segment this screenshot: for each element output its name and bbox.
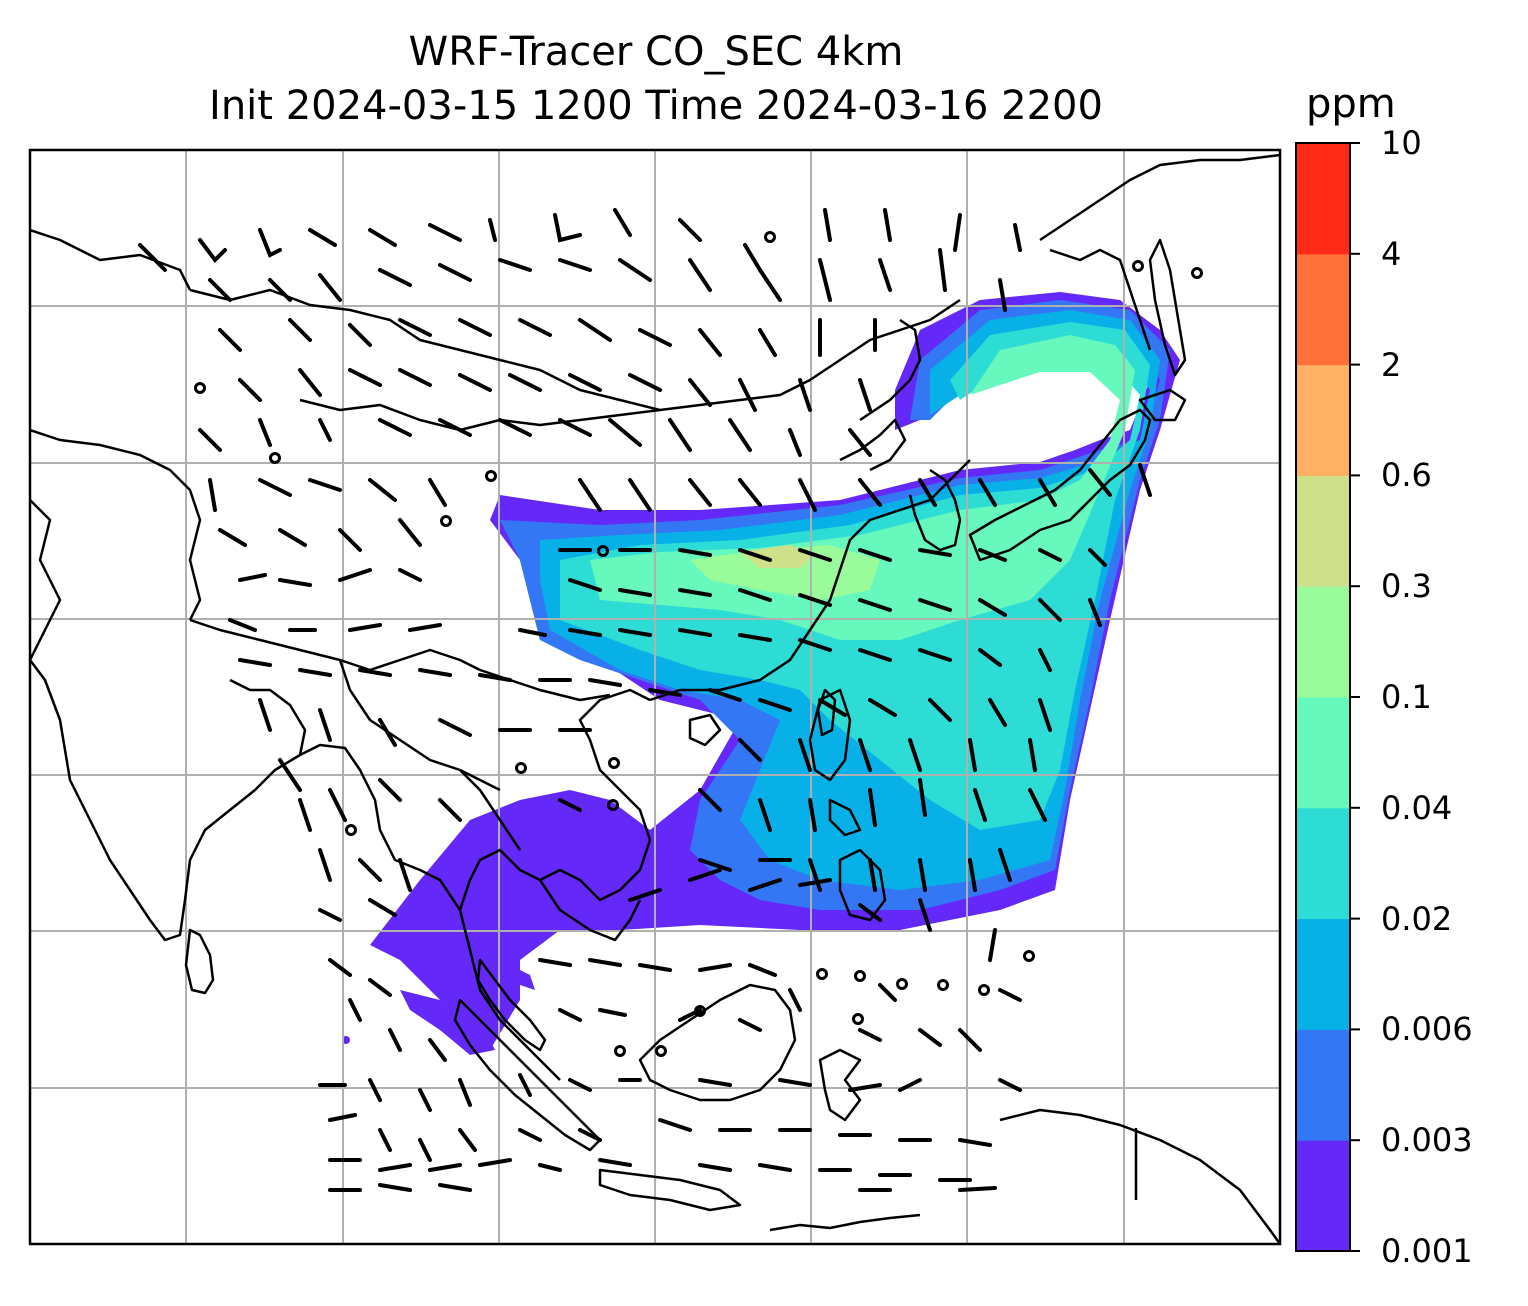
plume-level-7 — [740, 545, 815, 568]
colorbar-tick-label: 0.003 — [1381, 1121, 1473, 1160]
border-afghan — [30, 499, 62, 661]
coast-visayas — [828, 798, 862, 837]
colorbar-segment — [1296, 253, 1350, 366]
border-mongolia — [299, 398, 661, 432]
colorbar — [1295, 142, 1360, 1252]
coast-lesser-sunda — [769, 1213, 921, 1232]
coast-gulf-thailand — [538, 879, 642, 942]
colorbar-segment — [1296, 364, 1350, 476]
coast-luzon — [808, 688, 852, 782]
coast-hainan — [688, 713, 722, 747]
coast-myanmar — [299, 743, 561, 1081]
colorbar-tick-label: 10 — [1381, 124, 1422, 162]
colorbar-tick-label: 0.006 — [1381, 1010, 1473, 1049]
plume-patch-2 — [510, 965, 535, 990]
colorbar-segment — [1296, 1029, 1350, 1141]
coast-sri-lanka — [184, 928, 215, 995]
coastlines — [30, 153, 1280, 1244]
colorbar-tick-label: 0.1 — [1381, 678, 1432, 716]
border-laos — [459, 769, 522, 851]
colorbar-segment — [1296, 697, 1350, 809]
coast-sulawesi — [818, 1048, 862, 1122]
coast-japan — [968, 408, 1152, 562]
colorbar-unit-label: ppm — [1306, 81, 1396, 127]
coast-bohai — [839, 418, 907, 472]
border-central-asia — [30, 428, 202, 621]
coast-java — [598, 1168, 742, 1212]
coast-hokkaido — [1138, 388, 1187, 422]
coast-new-guinea — [999, 1108, 1280, 1244]
colorbar-segment — [1296, 586, 1350, 698]
colorbar-tick-label: 0.3 — [1381, 567, 1432, 606]
plume-level-6 — [690, 545, 880, 600]
map-title-line-1: WRF-Tracer CO_SEC 4km — [408, 29, 904, 75]
coast-russia-far-east — [1039, 153, 1280, 242]
colorbar-tick-label: 0.001 — [1381, 1232, 1473, 1270]
border-china-korea — [859, 318, 922, 422]
colorbar-segment — [1296, 1140, 1350, 1252]
border-himalaya — [189, 618, 481, 672]
gridlines — [30, 150, 1280, 1244]
wind-barbs — [138, 208, 1152, 1192]
border-china-north — [189, 288, 961, 412]
colorbar-segment — [1296, 918, 1350, 1030]
border-myanmar-china — [338, 659, 501, 792]
coast-sakhalin — [1148, 238, 1187, 377]
calm-markers — [194, 231, 1203, 1057]
coast-borneo — [638, 983, 797, 1102]
colorbar-segment — [1296, 143, 1350, 255]
coast-korea — [908, 468, 962, 552]
colorbar-tick-label: 0.6 — [1381, 456, 1432, 495]
colorbar-tick-label: 0.02 — [1381, 899, 1453, 938]
colorbar-tick-label: 4 — [1381, 234, 1402, 273]
colorbar-tick-label: 2 — [1381, 345, 1402, 384]
coast-okhotsk — [1049, 248, 1152, 351]
map-title-line-2: Init 2024-03-15 1200 Time 2024-03-16 220… — [209, 83, 1103, 129]
coast-india — [30, 659, 307, 942]
coast-mindanao — [838, 848, 887, 922]
coast-south-china — [649, 459, 971, 702]
colorbar-segment — [1296, 475, 1350, 587]
coast-malay-peninsula — [476, 958, 547, 1052]
coast-sumatra — [453, 998, 602, 1152]
colorbar-segment — [1296, 807, 1350, 920]
plume-patch-1 — [400, 990, 495, 1055]
coast-indochina — [458, 688, 652, 911]
border-kazakh — [30, 228, 192, 291]
map-frame — [28, 148, 1282, 1246]
colorbar-tick-label: 0.04 — [1381, 788, 1453, 827]
